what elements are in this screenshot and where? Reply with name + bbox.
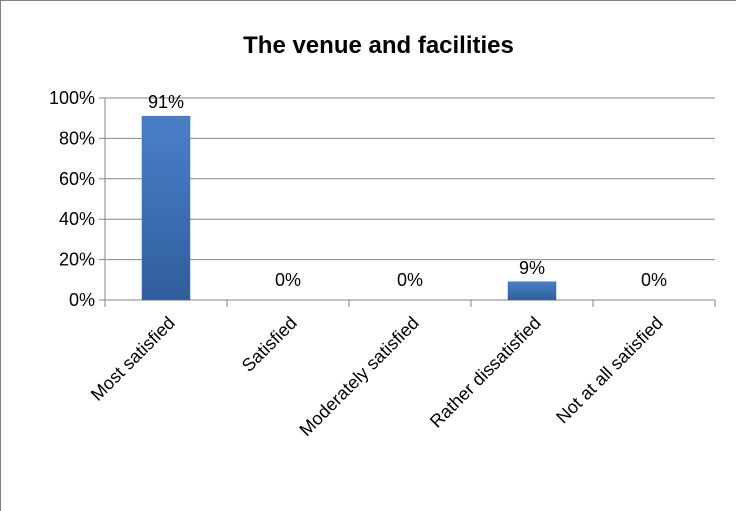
gridlines: [105, 97, 715, 261]
axes: [99, 97, 716, 307]
data-label: 91%: [148, 92, 184, 112]
y-tick-label: 100%: [49, 88, 95, 108]
y-tick-label: 80%: [59, 128, 95, 148]
y-tick-label: 60%: [59, 169, 95, 189]
bar: [141, 115, 191, 301]
category-label: Satisfied: [238, 313, 301, 376]
y-tick-label: 20%: [59, 250, 95, 270]
data-labels: 91% 0% 0% 9% 0%: [148, 92, 667, 290]
data-label: 0%: [397, 270, 423, 290]
chart-title: The venue and facilities: [243, 32, 514, 59]
category-label: Moderately satisfied: [295, 313, 422, 440]
data-label: 0%: [275, 270, 301, 290]
y-tick-labels: 0% 20% 40% 60% 80% 100%: [49, 88, 95, 310]
bar: [507, 281, 557, 301]
y-tick-label: 0%: [69, 290, 95, 310]
category-label: Most satisfied: [87, 313, 179, 405]
y-tick-label: 40%: [59, 209, 95, 229]
data-label: 0%: [641, 270, 667, 290]
data-label: 9%: [519, 258, 545, 278]
category-label: Not at all satisfied: [552, 313, 667, 428]
bars: [141, 115, 557, 301]
category-label: Rather dissatisfied: [426, 313, 545, 432]
